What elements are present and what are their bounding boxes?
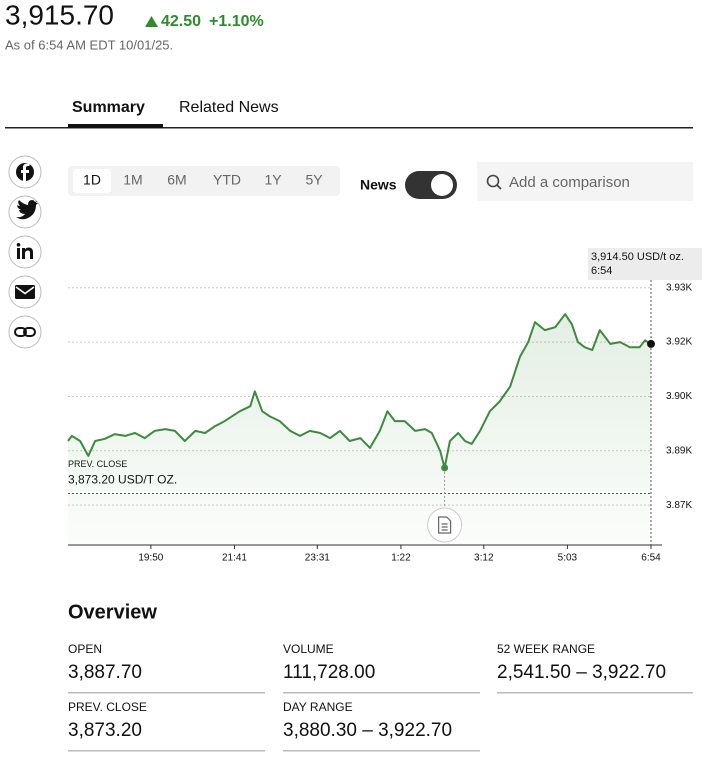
overview-grid: OPEN 3,887.70 VOLUME 111,728.00 52 WEEK RANG… [68,642,693,752]
range-button[interactable]: 5Y [305,172,323,188]
range-button[interactable]: 1D [83,172,101,188]
overview-value: 111,728.00 [283,662,375,683]
news-point [441,464,449,472]
news-doc-icon [438,516,452,534]
x-tick-label: 1:22 [391,553,411,564]
overview-value: 3,880.30 – 3,922.70 [283,720,452,741]
link-button[interactable] [8,315,42,349]
overview-value: 3,873.20 [68,720,142,741]
overview-rule [283,750,480,752]
facebook-f [21,163,30,182]
x-tick-label: 5:03 [558,553,578,564]
link-icon [14,327,36,337]
tooltip-box [588,248,702,280]
range-button[interactable]: YTD [213,172,241,188]
range-buttons: 1D 1M 6M YTD 1Y 5Y [83,172,323,188]
share-icons [8,155,42,349]
last-point [647,339,655,348]
range-button[interactable]: 1Y [264,172,282,188]
linkedin-button[interactable] [8,235,42,269]
up-arrow [145,16,158,27]
email-button[interactable] [8,275,42,309]
overview-rule [497,692,693,694]
overview-label: 52 WEEK RANGE [497,642,595,656]
price: 3,915.70 [5,0,114,30]
tooltip-time: 6:54 [591,265,612,277]
overview-rule [68,750,265,752]
y-tick-label: 3.93K [666,282,692,293]
search-placeholder: Add a comparison [509,174,630,191]
range-button[interactable]: 1M [123,172,142,188]
mail-flap [15,286,35,295]
y-tick-label: 3.90K [666,391,692,402]
range-button[interactable]: 6M [167,172,186,188]
price-line [67,313,652,469]
overview-label: VOLUME [283,642,334,656]
facebook-button[interactable] [8,155,42,189]
tab[interactable]: Summary [72,99,145,116]
overview-label: PREV. CLOSE [68,700,147,714]
tooltip-value: 3,914.50 USD/t oz. [591,251,684,263]
y-tick-label: 3.87K [666,500,692,511]
mail-icon [15,285,35,299]
y-tick-label: 3.92K [666,337,692,348]
news-label: News [360,177,397,193]
overview-title: Overview [68,601,157,623]
x-tick-label: 21:41 [222,553,247,564]
linkedin-icon [16,243,33,259]
overview-value: 3,887.70 [68,662,142,683]
change: 42.50 [161,13,201,30]
change-pct: +1.10% [209,13,264,30]
as-of: As of 6:54 AM EDT 10/01/25. [5,37,173,52]
overview-rule [283,692,480,694]
area-fill [68,314,651,545]
range-selector [68,166,340,196]
x-tick-label: 3:12 [474,553,494,564]
overview-rule [68,692,265,694]
tab-underline [68,124,163,128]
tab-rule [5,127,693,129]
y-tick-label: 3.89K [666,445,692,456]
search-icon [486,174,500,188]
twitter-button[interactable] [8,195,42,229]
tab[interactable]: Related News [179,99,279,116]
search-icon-handle [496,184,502,190]
x-tick-label: 6:54 [641,553,661,564]
chart: 3.87K 3.89K 3.90K 3.92K 3.93K 19:50 21:41 23:31… [67,248,702,564]
news-marker[interactable] [427,507,463,543]
x-tick-label: 19:50 [138,553,163,564]
range-selected [73,169,111,193]
comparison-search[interactable] [477,162,693,201]
toggle-knob [431,174,453,196]
overview-label: OPEN [68,642,102,656]
twitter-icon [16,200,38,220]
x-tick-label: 23:31 [305,553,330,564]
overview-label: DAY RANGE [283,700,353,714]
overview-value: 2,541.50 – 3,922.70 [497,662,666,683]
